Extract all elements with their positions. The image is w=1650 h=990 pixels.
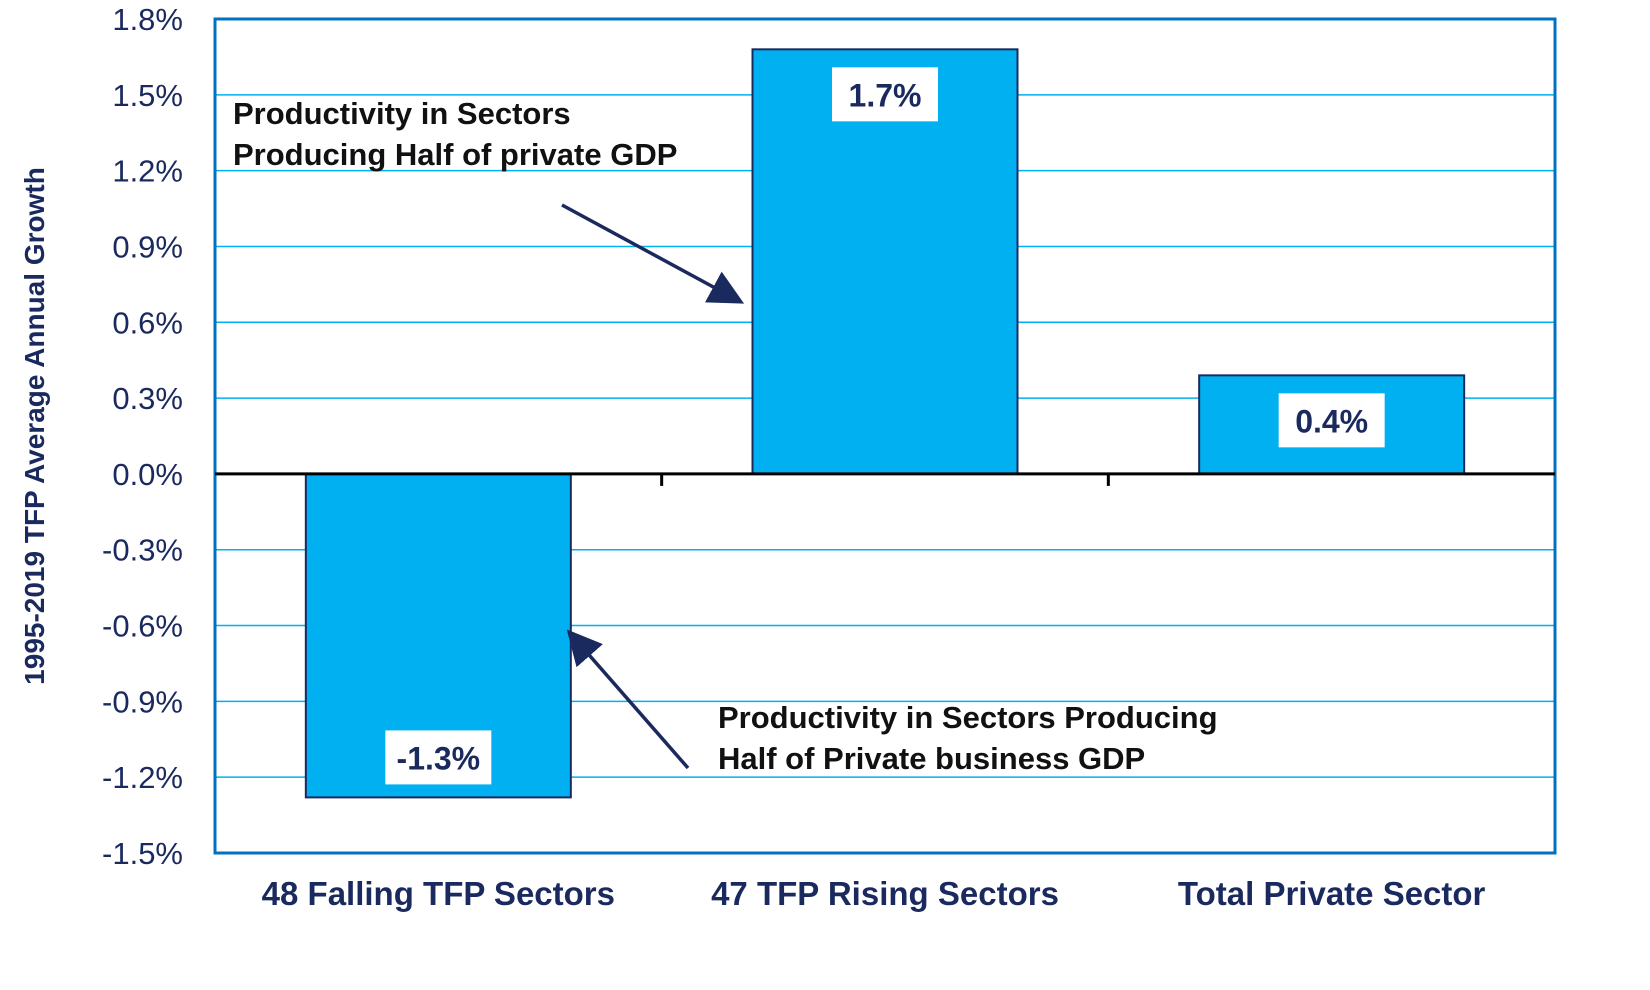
y-tick-label: 0.9% [112, 229, 183, 264]
data-labels: -1.3% 1.7% 0.4% [385, 67, 1385, 785]
annotation-text: Productivity in Sectors Producing [718, 700, 1218, 735]
y-tick-label: 0.0% [112, 457, 183, 492]
annotations: Productivity in Sectors Producing Half of… [233, 96, 1218, 776]
y-tick-label: -0.6% [102, 609, 183, 644]
data-label-box [1278, 393, 1385, 448]
x-category-label: Total Private Sector [1178, 875, 1486, 912]
y-tick-label: -1.2% [102, 760, 183, 795]
plot-frame [213, 17, 1557, 855]
y-tick-label: -0.9% [102, 684, 183, 719]
x-category-label: 47 TFP Rising Sectors [711, 875, 1059, 912]
annotation-arrow [566, 629, 690, 770]
annotation-text: Half of Private business GDP [718, 741, 1145, 776]
zero-axis [215, 472, 1555, 486]
annotation-text: Productivity in Sectors [233, 96, 571, 131]
x-axis-category-labels: 48 Falling TFP Sectors 47 TFP Rising Sect… [262, 875, 1486, 912]
y-axis-title: 1995-2019 TFP Average Annual Growth [19, 167, 50, 685]
data-label-box [832, 67, 938, 122]
annotation-text: Producing Half of private GDP [233, 137, 677, 172]
y-axis-tick-labels: 1.8% 1.5% 1.2% 0.9% 0.6% 0.3% 0.0% -0.3% -0.6% -0… [102, 2, 183, 871]
y-tick-label: -1.5% [102, 836, 183, 871]
y-tick-label: 1.2% [112, 154, 183, 189]
y-tick-label: 0.6% [112, 305, 183, 340]
data-label: 0.4% [1295, 403, 1368, 439]
y-tick-label: 1.5% [112, 78, 183, 113]
x-category-label: 48 Falling TFP Sectors [262, 875, 615, 912]
y-tick-label: 0.3% [112, 381, 183, 416]
annotation-arrow [561, 203, 745, 304]
data-label: 1.7% [849, 77, 922, 113]
data-label-box [385, 730, 492, 785]
data-label: -1.3% [397, 740, 481, 776]
y-tick-label: 1.8% [112, 2, 183, 37]
y-tick-label: -0.3% [102, 533, 183, 568]
bars [304, 48, 1466, 799]
